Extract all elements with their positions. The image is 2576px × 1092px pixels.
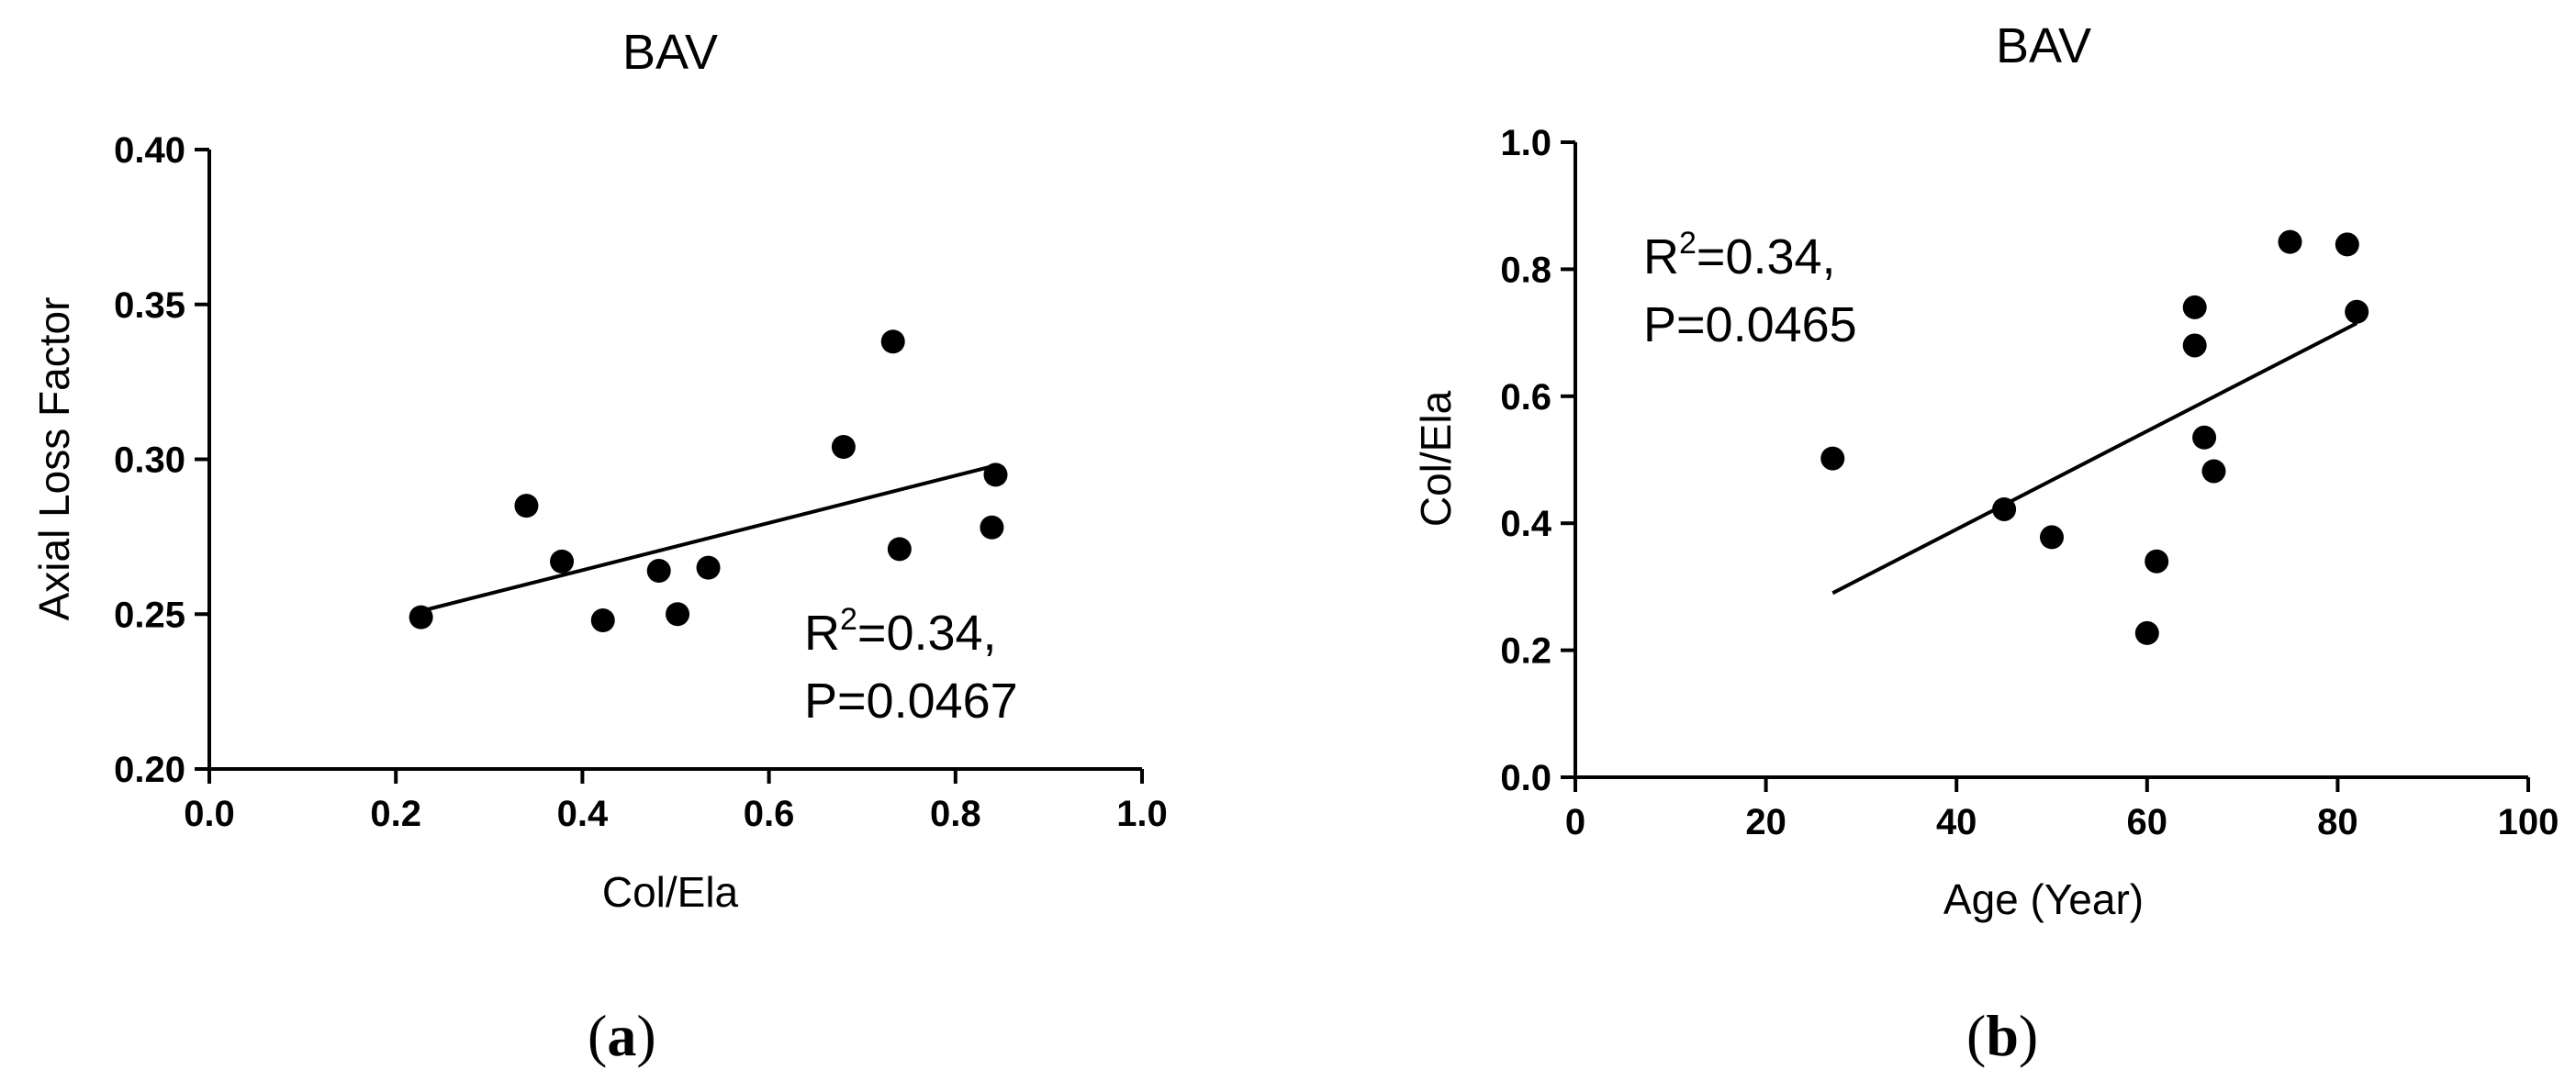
chart-a-data-point [980, 515, 1004, 540]
chart-a-data-point [696, 555, 721, 580]
chart-b-fit-line-group [1831, 321, 2358, 596]
chart-b-data-point [1992, 496, 2017, 521]
chart-b-points [1820, 229, 2369, 645]
chart-b-y-tick-label: 0.6 [1500, 377, 1551, 418]
chart-b-x-tick-label: 60 [2127, 802, 2168, 842]
chart-a-data-point [514, 494, 539, 518]
chart-b-panel-label: (b) [1966, 1003, 2038, 1068]
chart-b-y-tick-label: 0.8 [1500, 250, 1551, 290]
chart-b-x-tick-label: 100 [2498, 802, 2559, 842]
chart-b-data-point [2201, 459, 2226, 484]
chart-b-ylabel: Col/Ela [1412, 390, 1460, 527]
chart-b-x-tick-label: 40 [1936, 802, 1977, 842]
chart-a-y-tick-label: 0.20 [114, 750, 185, 790]
chart-a-data-point [550, 549, 575, 574]
chart-a-data-point [983, 462, 1008, 487]
chart-b-x-tick-label: 80 [2317, 802, 2358, 842]
chart-a-y-tick-label: 0.40 [114, 130, 185, 171]
chart-b-annotation-r2: R2=0.34, [1643, 226, 1836, 284]
chart-a: BAV Axial Loss Factor Col/Ela 0.0 0.2 0.4 0… [30, 25, 1168, 1068]
chart-a-xtick-labels: 0.0 0.2 0.4 0.6 0.8 1.0 [184, 794, 1168, 834]
chart-b-x-tick-label: 20 [1745, 802, 1786, 842]
chart-a-data-point [409, 605, 433, 630]
chart-a-x-tick-label: 0.0 [184, 794, 235, 834]
chart-b-data-point [2182, 295, 2207, 319]
chart-a-xlabel: Col/Ela [602, 868, 739, 916]
chart-b-ytick-labels: 0.0 0.2 0.4 0.6 0.8 1.0 [1500, 123, 1551, 798]
chart-a-y-tick-label: 0.30 [114, 440, 185, 481]
chart-a-points [409, 329, 1008, 632]
chart-b-xlabel: Age (Year) [1943, 875, 2144, 923]
chart-a-data-point [666, 602, 690, 627]
chart-b-x-tick-label: 0 [1565, 802, 1585, 842]
chart-b-data-point [2145, 549, 2169, 574]
chart-a-x-tick-label: 1.0 [1116, 794, 1168, 834]
chart-b-data-point [2345, 299, 2369, 324]
chart-b-y-tick-label: 0.2 [1500, 631, 1551, 672]
chart-a-x-tick-label: 0.8 [930, 794, 981, 834]
chart-a-data-point [590, 608, 615, 632]
chart-a-y-tick-label: 0.35 [114, 285, 185, 326]
chart-a-data-point [646, 559, 671, 583]
chart-a-fit-line [420, 463, 996, 613]
chart-a-ylabel: Axial Loss Factor [30, 297, 78, 621]
chart-a-x-tick-label: 0.6 [744, 794, 795, 834]
chart-a-x-tick-label: 0.2 [370, 794, 421, 834]
chart-b: BAV Col/Ela Age (Year) 0 20 40 60 80 100 0.00… [1412, 18, 2559, 1068]
chart-a-data-point [880, 329, 905, 354]
chart-a-fit-line-group [420, 463, 996, 613]
chart-b-y-tick-label: 1.0 [1500, 123, 1551, 163]
chart-b-title: BAV [1996, 18, 2091, 73]
chart-b-annotation-p: P=0.0465 [1643, 297, 1857, 352]
chart-a-data-point [831, 435, 856, 459]
chart-b-data-point [2335, 232, 2359, 257]
chart-a-panel-label: (a) [588, 1003, 656, 1068]
chart-b-y-tick-label: 0.0 [1500, 758, 1551, 798]
chart-b-data-point [2192, 425, 2217, 450]
chart-b-data-point [2134, 620, 2159, 645]
chart-b-fit-line [1831, 321, 2358, 596]
chart-a-x-tick-label: 0.4 [557, 794, 609, 834]
chart-a-ytick-labels: 0.20 0.25 0.30 0.35 0.40 [114, 130, 185, 790]
chart-b-y-tick-label: 0.4 [1500, 504, 1551, 544]
chart-a-annotation-p: P=0.0467 [804, 674, 1018, 729]
chart-a-axes [195, 148, 1144, 784]
chart-b-data-point [2182, 333, 2207, 358]
chart-b-data-point [2040, 525, 2064, 550]
chart-b-axes [1561, 140, 2530, 792]
chart-a-data-point [887, 537, 912, 562]
chart-a-title: BAV [622, 25, 718, 80]
chart-b-xtick-labels: 0 20 40 60 80 100 [1565, 802, 2559, 842]
chart-b-data-point [2278, 229, 2302, 254]
chart-a-y-tick-label: 0.25 [114, 595, 185, 635]
chart-b-data-point [1820, 446, 1845, 471]
chart-a-annotation-r2: R2=0.34, [804, 602, 997, 661]
